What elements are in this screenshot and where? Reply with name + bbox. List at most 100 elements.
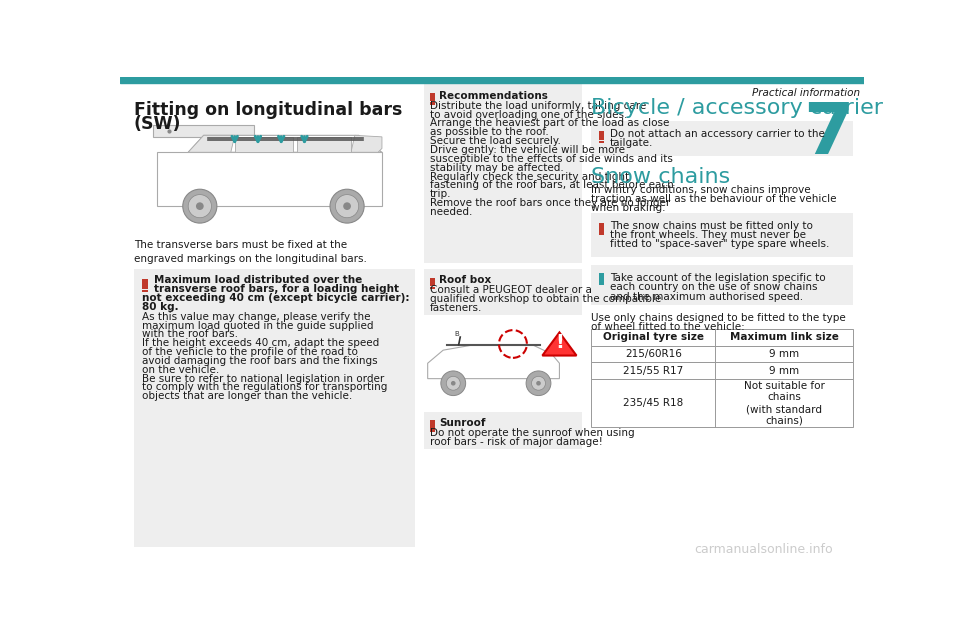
Text: when braking.: when braking.: [591, 203, 665, 213]
Bar: [423, 412, 582, 449]
Bar: [154, 125, 254, 137]
Circle shape: [451, 381, 456, 385]
Polygon shape: [188, 135, 382, 152]
Text: and the maximum authorised speed.: and the maximum authorised speed.: [610, 292, 803, 301]
Text: susceptible to the effects of side winds and its: susceptible to the effects of side winds…: [430, 154, 673, 164]
Text: trip.: trip.: [430, 189, 451, 199]
Bar: [157, 152, 382, 206]
Text: needed.: needed.: [430, 207, 472, 217]
Text: 7: 7: [803, 100, 853, 169]
Text: traction as well as the behaviour of the vehicle: traction as well as the behaviour of the…: [591, 194, 837, 204]
Text: Arrange the heaviest part of the load as close: Arrange the heaviest part of the load as…: [430, 118, 669, 129]
Text: carmanualsonline.info: carmanualsonline.info: [694, 543, 832, 556]
Bar: [430, 93, 436, 101]
Text: Drive gently: the vehicle will be more: Drive gently: the vehicle will be more: [430, 145, 625, 155]
Text: B: B: [454, 331, 459, 337]
Text: (SW): (SW): [134, 115, 181, 132]
Circle shape: [532, 376, 545, 390]
Polygon shape: [427, 345, 560, 379]
Text: maximum load quoted in the guide supplied: maximum load quoted in the guide supplie…: [142, 321, 373, 330]
Text: to comply with the regulations for transporting: to comply with the regulations for trans…: [142, 383, 387, 392]
Text: Be sure to refer to national legislation in order: Be sure to refer to national legislation…: [142, 374, 384, 383]
Bar: [591, 328, 853, 346]
Text: The snow chains must be fitted only to: The snow chains must be fitted only to: [610, 221, 813, 231]
Circle shape: [537, 381, 540, 385]
Text: Remove the roof bars once they are no longer: Remove the roof bars once they are no lo…: [430, 198, 670, 208]
Bar: [591, 266, 853, 305]
Bar: [599, 141, 605, 143]
Text: Take account of the legislation specific to: Take account of the legislation specific…: [610, 273, 826, 283]
Bar: [430, 420, 436, 429]
Text: with the roof bars.: with the roof bars.: [142, 330, 238, 339]
Bar: [430, 278, 436, 286]
Text: of wheel fitted to the vehicle:: of wheel fitted to the vehicle:: [591, 323, 745, 332]
Text: 215/55 R17: 215/55 R17: [623, 366, 684, 376]
Bar: [599, 131, 605, 140]
Text: objects that are longer than the vehicle.: objects that are longer than the vehicle…: [142, 391, 352, 401]
Bar: [430, 102, 436, 104]
Bar: [591, 380, 853, 427]
Text: tailgate.: tailgate.: [610, 138, 653, 148]
Text: As this value may change, please verify the: As this value may change, please verify …: [142, 312, 371, 322]
Bar: [423, 269, 582, 316]
Text: not exceeding 40 cm (except bicycle carrier):: not exceeding 40 cm (except bicycle carr…: [142, 293, 409, 303]
Circle shape: [188, 195, 211, 218]
Polygon shape: [351, 135, 382, 152]
Text: roof bars - risk of major damage!: roof bars - risk of major damage!: [430, 436, 603, 447]
Polygon shape: [188, 135, 234, 152]
Circle shape: [526, 371, 551, 396]
Text: Roof box: Roof box: [440, 275, 492, 285]
Bar: [591, 122, 853, 156]
Text: as possible to the roof.: as possible to the roof.: [430, 127, 549, 137]
Text: In wintry conditions, snow chains improve: In wintry conditions, snow chains improv…: [591, 184, 811, 195]
Bar: [430, 287, 436, 289]
Circle shape: [182, 189, 217, 223]
Text: Use only chains designed to be fitted to the type: Use only chains designed to be fitted to…: [591, 313, 846, 323]
Bar: [591, 213, 853, 257]
Bar: [423, 84, 582, 263]
Circle shape: [335, 195, 359, 218]
Bar: [297, 137, 351, 152]
Bar: [142, 278, 148, 289]
Text: 80 kg.: 80 kg.: [142, 302, 179, 312]
Text: fitted to "space-saver" type spare wheels.: fitted to "space-saver" type spare wheel…: [610, 239, 829, 249]
Bar: [591, 362, 853, 380]
Text: each country on the use of snow chains: each country on the use of snow chains: [610, 282, 817, 292]
Circle shape: [441, 371, 466, 396]
Text: Maximum load distributed over the: Maximum load distributed over the: [155, 275, 362, 285]
Text: If the height exceeds 40 cm, adapt the speed: If the height exceeds 40 cm, adapt the s…: [142, 338, 379, 348]
Text: transverse roof bars, for a loading height: transverse roof bars, for a loading heig…: [155, 284, 399, 294]
Circle shape: [446, 376, 460, 390]
Text: avoid damaging the roof bars and the fixings: avoid damaging the roof bars and the fix…: [142, 356, 377, 366]
Text: on the vehicle.: on the vehicle.: [142, 365, 219, 375]
Bar: [599, 273, 605, 285]
Text: Sunroof: Sunroof: [440, 418, 486, 428]
Circle shape: [196, 202, 204, 210]
Text: to avoid overloading one of the sides.: to avoid overloading one of the sides.: [430, 109, 628, 120]
Text: Fitting on longitudinal bars: Fitting on longitudinal bars: [134, 101, 402, 120]
Text: 9 mm: 9 mm: [769, 366, 800, 376]
Text: Secure the load securely.: Secure the load securely.: [430, 136, 561, 146]
Text: Snow chains: Snow chains: [591, 167, 731, 187]
Text: the front wheels. They must never be: the front wheels. They must never be: [610, 230, 805, 240]
Bar: [591, 346, 853, 362]
Text: fastening of the roof bars, at least before each: fastening of the roof bars, at least bef…: [430, 180, 674, 190]
Text: 235/45 R18: 235/45 R18: [623, 398, 684, 408]
Text: Do not operate the sunroof when using: Do not operate the sunroof when using: [430, 428, 635, 438]
Text: stability may be affected.: stability may be affected.: [430, 163, 564, 173]
Circle shape: [344, 202, 351, 210]
Text: Maximum link size: Maximum link size: [730, 332, 839, 342]
Circle shape: [330, 189, 364, 223]
Text: Practical information: Practical information: [752, 88, 860, 97]
Bar: [430, 429, 436, 432]
Bar: [142, 290, 148, 292]
Text: Consult a PEUGEOT dealer or a: Consult a PEUGEOT dealer or a: [430, 285, 592, 296]
Text: qualified workshop to obtain the compatible: qualified workshop to obtain the compati…: [430, 294, 661, 305]
Text: fasteners.: fasteners.: [430, 303, 482, 313]
Text: Recommendations: Recommendations: [440, 91, 548, 100]
Text: 9 mm: 9 mm: [769, 349, 800, 359]
Text: of the vehicle to the profile of the road to: of the vehicle to the profile of the roa…: [142, 347, 357, 357]
Polygon shape: [542, 332, 576, 356]
Bar: [120, 77, 864, 83]
Bar: [599, 232, 605, 235]
